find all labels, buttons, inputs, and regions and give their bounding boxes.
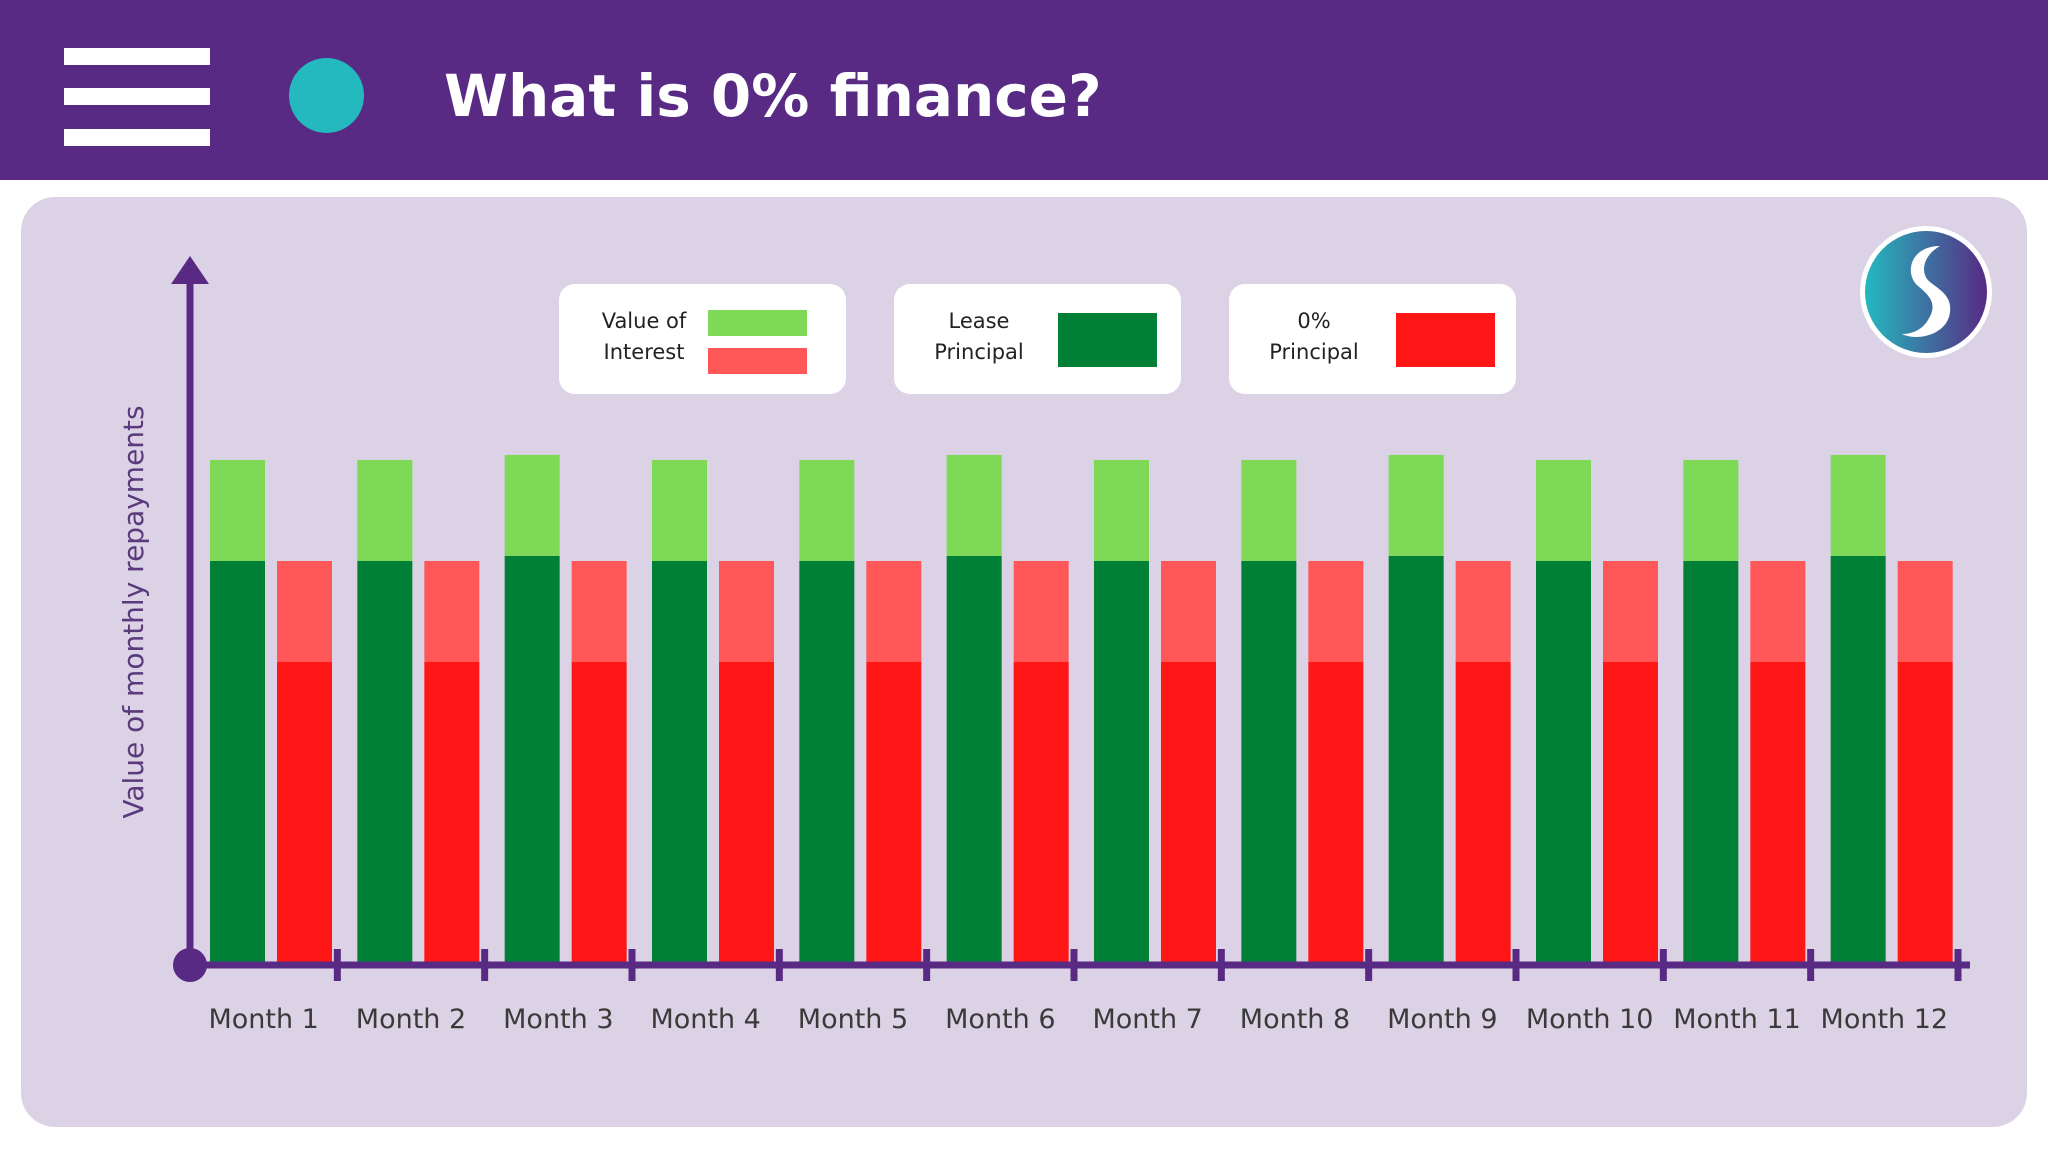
legend-item-zero-principal: 0% Principal bbox=[1229, 284, 1516, 394]
bar-lease-0-12 bbox=[1830, 555, 1886, 965]
bar-lease-1-6 bbox=[946, 454, 1002, 556]
axis-origin-dot bbox=[173, 948, 207, 982]
bar-zero-3-11 bbox=[1750, 561, 1806, 662]
bar-zero-3-6 bbox=[1013, 561, 1069, 662]
bar-lease-1-11 bbox=[1683, 460, 1739, 561]
bar-lease-0-7 bbox=[1094, 561, 1149, 965]
legend-label-interest: Value of Interest bbox=[601, 309, 687, 364]
bar-zero-2-12 bbox=[1897, 662, 1953, 965]
bar-zero-3-3 bbox=[571, 561, 627, 662]
bar-lease-1-10 bbox=[1536, 460, 1591, 561]
bar-zero-2-3 bbox=[571, 662, 627, 965]
x-tick-label-5: Month 5 bbox=[798, 1004, 908, 1035]
bar-zero-2-2 bbox=[424, 662, 480, 965]
hamburger-menu-icon[interactable] bbox=[64, 48, 210, 146]
bar-zero-2-1 bbox=[277, 662, 332, 965]
bar-zero-3-2 bbox=[424, 561, 480, 662]
legend-swatch-lease-principal bbox=[1058, 313, 1157, 367]
bar-lease-0-6 bbox=[946, 555, 1002, 965]
legend-swatch-interest-red bbox=[708, 348, 807, 374]
bar-lease-0-5 bbox=[799, 561, 855, 965]
bar-zero-2-5 bbox=[866, 662, 922, 965]
bar-lease-1-8 bbox=[1241, 460, 1297, 561]
y-axis-arrow bbox=[171, 256, 209, 284]
s-logo-icon bbox=[1860, 226, 1992, 358]
legend-swatch-interest-green bbox=[708, 310, 807, 336]
bar-lease-0-9 bbox=[1388, 555, 1444, 965]
bar-lease-0-11 bbox=[1683, 561, 1739, 965]
x-tick-label-9: Month 9 bbox=[1387, 1004, 1497, 1035]
bar-lease-1-4 bbox=[652, 460, 707, 561]
bar-lease-0-2 bbox=[357, 561, 413, 965]
x-tick-label-6: Month 6 bbox=[945, 1004, 1055, 1035]
bar-lease-0-10 bbox=[1536, 561, 1591, 965]
x-tick-label-10: Month 10 bbox=[1526, 1004, 1654, 1035]
legend-swatch-zero-principal bbox=[1396, 313, 1495, 367]
bar-lease-1-5 bbox=[799, 460, 855, 561]
legend-item-interest: Value of Interest bbox=[559, 284, 846, 394]
x-tick-label-12: Month 12 bbox=[1821, 1004, 1949, 1035]
bar-lease-0-8 bbox=[1241, 561, 1297, 965]
bar-zero-2-11 bbox=[1750, 662, 1806, 965]
page-title: What is 0% finance? bbox=[444, 62, 1102, 130]
bar-zero-3-7 bbox=[1161, 561, 1216, 662]
teal-dot-icon bbox=[289, 58, 364, 133]
bar-lease-1-12 bbox=[1830, 454, 1886, 556]
bar-zero-3-8 bbox=[1308, 561, 1364, 662]
legend-label-zero-principal: 0% Principal bbox=[1269, 309, 1359, 364]
x-tick-label-2: Month 2 bbox=[356, 1004, 466, 1035]
bar-zero-2-10 bbox=[1603, 662, 1658, 965]
bar-zero-3-1 bbox=[277, 561, 332, 662]
x-tick-label-4: Month 4 bbox=[650, 1004, 760, 1035]
bar-zero-3-9 bbox=[1455, 561, 1511, 662]
bar-zero-2-6 bbox=[1013, 662, 1069, 965]
x-tick-label-1: Month 1 bbox=[208, 1004, 318, 1035]
legend-item-lease-principal: Lease Principal bbox=[894, 284, 1181, 394]
bar-lease-0-4 bbox=[652, 561, 707, 965]
x-tick-label-7: Month 7 bbox=[1092, 1004, 1202, 1035]
bar-zero-2-7 bbox=[1161, 662, 1216, 965]
bar-lease-1-9 bbox=[1388, 454, 1444, 556]
bar-zero-2-9 bbox=[1455, 662, 1511, 965]
y-axis-label: Value of monthly repayments bbox=[117, 405, 150, 818]
legend-label-lease-principal: Lease Principal bbox=[934, 309, 1024, 364]
x-tick-label-8: Month 8 bbox=[1240, 1004, 1350, 1035]
bar-zero-3-4 bbox=[719, 561, 774, 662]
bar-zero-3-10 bbox=[1603, 561, 1658, 662]
bar-lease-0-3 bbox=[504, 555, 560, 965]
bar-lease-1-3 bbox=[504, 454, 560, 556]
bar-lease-1-2 bbox=[357, 460, 413, 561]
bar-zero-2-4 bbox=[719, 662, 774, 965]
bar-lease-1-7 bbox=[1094, 460, 1149, 561]
x-tick-label-11: Month 11 bbox=[1673, 1004, 1801, 1035]
bar-lease-0-1 bbox=[210, 561, 265, 965]
bar-zero-2-8 bbox=[1308, 662, 1364, 965]
bar-zero-3-12 bbox=[1897, 561, 1953, 662]
x-tick-label-3: Month 3 bbox=[503, 1004, 613, 1035]
header-bar: What is 0% finance? bbox=[0, 0, 2048, 180]
bar-lease-1-1 bbox=[210, 460, 265, 561]
bar-zero-3-5 bbox=[866, 561, 922, 662]
